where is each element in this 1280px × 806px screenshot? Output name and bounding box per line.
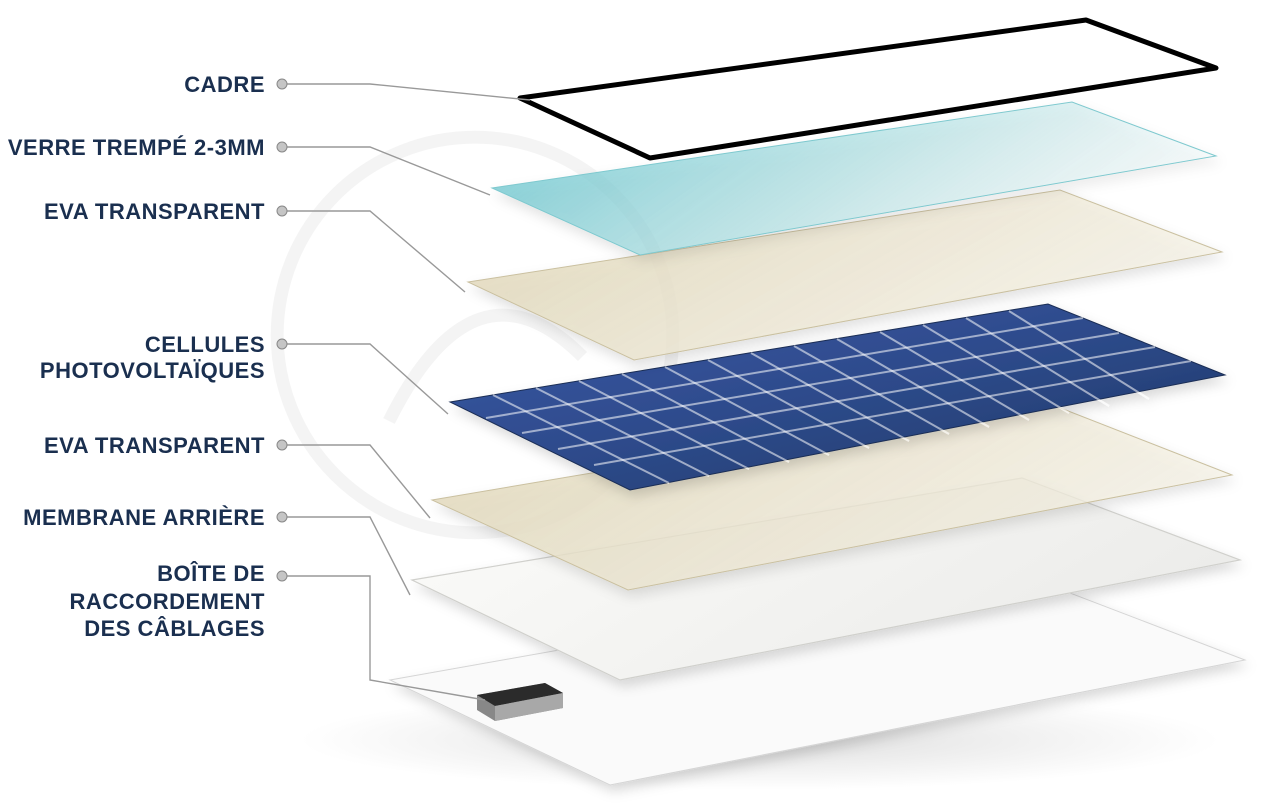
label-junction: BOÎTE DE RACCORDEMENTDES CÂBLAGES [0, 560, 265, 643]
label-cells: CELLULES PHOTOVOLTAÏQUES [0, 332, 265, 384]
label-eva2: EVA TRANSPARENT [0, 433, 265, 459]
leader-dots [277, 79, 287, 581]
label-cadre: CADRE [0, 72, 265, 98]
label-membrane: MEMBRANE ARRIÈRE [0, 505, 265, 531]
exploded-diagram [0, 0, 1280, 806]
label-eva1: EVA TRANSPARENT [0, 199, 265, 225]
label-verre: VERRE TREMPÉ 2-3MM [0, 135, 265, 161]
label-junction-line1: BOÎTE DE RACCORDEMENTDES CÂBLAGES [70, 561, 265, 641]
